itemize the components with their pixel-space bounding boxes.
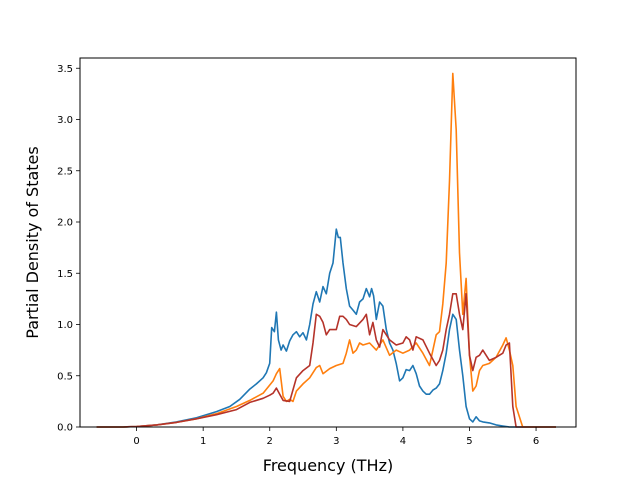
series-line-1	[96, 228, 556, 428]
x-tick-label: 3	[333, 436, 339, 447]
y-tick-label: 1.5	[57, 269, 73, 280]
x-tick-label: 2	[267, 436, 273, 447]
y-axis: 0.0 0.5 1.0 1.5 2.0 2.5 3.0 3.5	[57, 64, 80, 434]
series-line-2	[96, 72, 556, 428]
x-tick-label: 5	[466, 436, 472, 447]
y-tick-label: 2.5	[57, 166, 73, 177]
y-tick-label: 3.0	[57, 115, 73, 126]
x-axis: 0 1 2 3 4 5 6	[133, 427, 539, 447]
y-tick-label: 3.5	[57, 64, 73, 75]
y-tick-label: 1.0	[57, 320, 73, 331]
x-axis-label: Frequency (THz)	[263, 456, 393, 475]
y-tick-label: 2.0	[57, 218, 73, 229]
y-tick-label: 0.5	[57, 371, 73, 382]
y-axis-label: Partial Density of States	[23, 146, 42, 338]
x-tick-label: 1	[200, 436, 206, 447]
plot-frame	[79, 57, 577, 428]
x-tick-label: 0	[133, 436, 139, 447]
x-tick-label: 6	[533, 436, 539, 447]
y-tick-label: 0.0	[57, 423, 73, 434]
x-tick-label: 4	[400, 436, 406, 447]
series-group	[96, 72, 556, 428]
series-line-3	[96, 292, 556, 428]
